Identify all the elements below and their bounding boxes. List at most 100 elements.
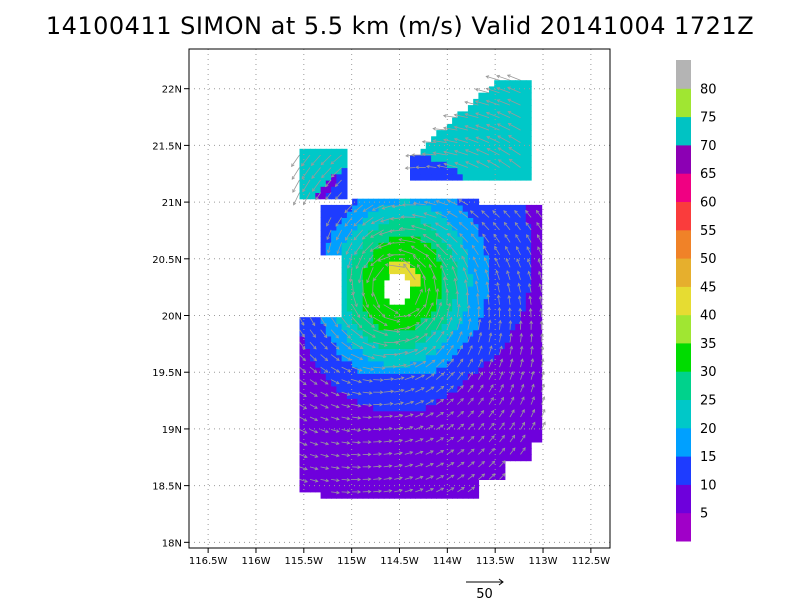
wind-cell [515,323,522,331]
wind-vector [478,435,485,443]
wind-cell [420,279,427,287]
wind-cell [341,267,348,275]
wind-vector [485,99,500,106]
wind-cell [504,117,511,125]
wind-cell [404,410,411,418]
wind-vector [425,331,437,343]
wind-cell [367,417,374,424]
wind-cell [462,286,469,293]
wind-cell [478,142,485,150]
wind-cell [410,335,416,343]
wind-cell [494,342,501,349]
wind-vector [457,436,465,443]
wind-cell [478,155,485,162]
wind-cell [425,491,432,499]
wind-cell [325,442,332,449]
wind-cell [415,479,422,487]
wind-vector [330,341,340,350]
wind-cell [378,373,385,381]
wind-vector [341,366,352,372]
wind-cell [389,379,395,387]
wind-cell [415,442,422,449]
wind-cell [352,354,358,362]
wind-vector [453,113,468,118]
wind-cell [315,323,322,331]
wind-cell [320,435,327,443]
wind-vector [404,488,414,493]
wind-cell [320,155,327,162]
wind-vector [292,179,300,193]
wind-vector [530,396,535,405]
wind-cell [362,204,369,212]
wind-vector [499,434,505,443]
wind-cell [473,273,480,281]
wind-vector [394,439,404,443]
wind-cell [499,454,506,462]
wind-cell [399,211,406,218]
colorbar-swatch [676,512,691,542]
wind-vector [467,486,476,493]
colorbar-label: 30 [700,365,717,380]
wind-cell [425,323,432,331]
wind-cell [389,491,395,499]
wind-cell [452,435,458,443]
wind-cell [399,392,406,399]
wind-cell [436,329,443,337]
wind-cell [436,429,443,437]
wind-cell [352,392,358,399]
wind-cell [467,130,474,137]
wind-cell [525,229,532,237]
wind-cell [452,211,458,218]
wind-cell [425,217,432,225]
wind-cell [441,236,448,243]
wind-cell [352,385,358,393]
wind-vector [373,329,389,336]
wind-vector [538,295,543,305]
wind-cell [441,161,448,169]
wind-cell [489,261,495,268]
wind-cell [467,466,474,474]
wind-vector [525,209,532,218]
wind-cell [452,479,458,487]
wind-cell [315,161,322,169]
wind-cell [536,292,543,300]
wind-vector [383,304,399,314]
wind-cell [346,435,353,443]
wind-cell [383,204,390,212]
wind-cell [394,466,401,474]
wind-cell [462,473,469,480]
wind-cell [446,204,453,212]
wind-vector [404,322,420,331]
wind-cell [410,404,416,412]
wind-vector [345,242,353,255]
wind-cell [467,204,474,212]
wind-cell [304,385,311,393]
wind-vector [320,366,329,373]
wind-cell [478,392,485,399]
wind-cell [367,335,374,343]
wind-vector [467,384,474,393]
wind-cell [536,348,543,356]
wind-cell [489,229,495,237]
wind-cell [431,398,437,406]
y-tick-label: 20N [162,312,182,323]
wind-cell [499,136,506,144]
wind-cell [520,86,527,94]
wind-cell [383,223,390,231]
x-tick-label: 112.5W [572,556,611,567]
wind-cell [431,354,437,362]
wind-cell [457,354,464,362]
wind-cell [331,317,337,324]
colorbar-swatch [676,399,691,429]
wind-cell [394,342,401,349]
wind-cell [494,460,501,468]
wind-cell [425,223,432,231]
wind-vector [383,402,394,406]
wind-vector [536,209,542,218]
wind-cell [378,398,385,406]
wind-cell [494,123,501,131]
wind-vector [447,232,458,243]
wind-cell [473,360,480,368]
wind-cell [436,460,443,468]
wind-cell [462,367,469,374]
